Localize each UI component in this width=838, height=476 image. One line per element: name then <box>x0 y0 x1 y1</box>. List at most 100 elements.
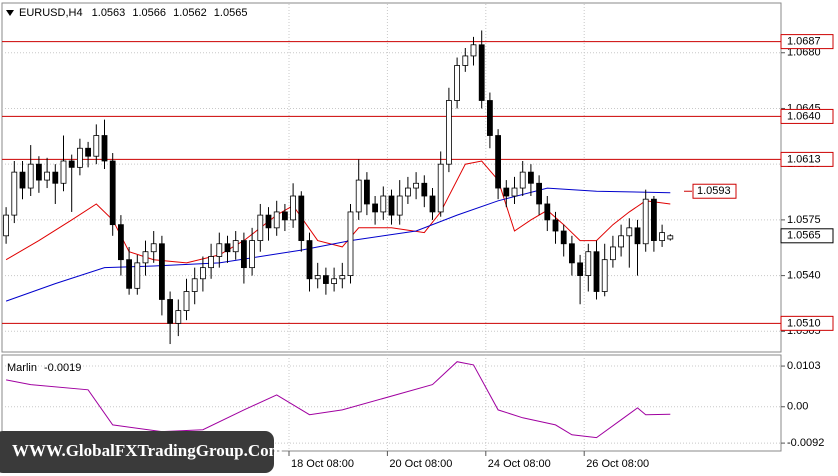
watermark-text: WWW.GlobalFXTradingGroup.Com <box>12 441 283 460</box>
candle-body <box>224 243 231 253</box>
candle-body <box>273 211 280 229</box>
candle-body <box>118 224 124 261</box>
candle-body <box>560 230 567 245</box>
candle-body <box>569 243 575 264</box>
header-low: 1.0562 <box>173 7 207 19</box>
candle-body <box>363 179 370 205</box>
candle-body <box>437 163 444 213</box>
collapse-icon <box>6 10 14 16</box>
x-tick-label: 20 Oct 08:00 <box>389 458 452 470</box>
candle-body <box>93 135 100 157</box>
y-tick-label: 0.0103 <box>787 360 821 372</box>
candle-body <box>257 214 264 241</box>
candle-body <box>314 275 321 280</box>
candle-body <box>610 246 616 261</box>
candle-body <box>19 171 26 189</box>
candle-body <box>175 310 182 324</box>
header-open: 1.0563 <box>92 7 126 19</box>
marker-box <box>692 183 737 199</box>
indicator-line <box>6 361 671 439</box>
candle-body <box>528 171 534 184</box>
candle-body <box>470 44 477 57</box>
y-tick-label: 1.0540 <box>787 270 821 282</box>
candle-body <box>388 195 395 216</box>
candle-body <box>142 251 149 264</box>
candle-body <box>322 275 329 284</box>
candle-body <box>199 267 206 280</box>
candle-body <box>339 275 346 280</box>
candle-body <box>626 227 633 237</box>
candle-body <box>265 214 272 229</box>
level-label: 1.0687 <box>787 36 821 48</box>
indicator-header: Marlin -0.0019 <box>7 362 81 374</box>
x-tick-label: 26 Oct 08:00 <box>586 458 649 470</box>
candle-body <box>158 243 165 300</box>
candle-body <box>36 163 42 181</box>
candle-body <box>101 135 108 162</box>
indicator-value: -0.0019 <box>44 362 81 374</box>
candle-body <box>150 243 157 253</box>
candle-body <box>421 182 428 197</box>
candle-body <box>208 256 215 269</box>
level-label-box <box>780 315 834 331</box>
candle-body <box>634 227 641 245</box>
candle-body <box>380 195 387 213</box>
candle-body <box>298 195 305 241</box>
candle-body <box>429 195 436 213</box>
candle-body <box>396 195 403 216</box>
level-label-box <box>780 151 834 167</box>
x-tick-label: 24 Oct 08:00 <box>488 458 551 470</box>
candle-body <box>651 198 657 241</box>
level-label: 1.0510 <box>787 317 821 329</box>
indicator-name: Marlin <box>7 362 37 374</box>
candle-body <box>216 243 223 257</box>
candle-body <box>495 135 502 189</box>
candle-body <box>27 163 34 189</box>
candle-body <box>593 251 600 292</box>
candle-body <box>281 211 288 221</box>
level-label-box <box>780 34 834 50</box>
candle-body <box>109 160 116 226</box>
y-tick-label: 1.0680 <box>787 47 821 59</box>
symbol-header: EURUSD,H4 1.0563 1.0566 1.0562 1.0565 <box>19 7 247 19</box>
candle-body <box>659 232 665 241</box>
main-panel <box>1 2 782 353</box>
candle-body <box>68 160 75 168</box>
candle-body <box>306 240 313 280</box>
candle-body <box>536 182 542 205</box>
candle-body <box>52 171 59 184</box>
y-tick-label: 1.0575 <box>787 214 821 226</box>
candle-body <box>331 278 338 284</box>
candle-body <box>454 65 461 101</box>
last-price-label: 1.0565 <box>787 230 821 242</box>
candle-body <box>3 214 9 237</box>
candle-body <box>618 235 624 248</box>
y-tick-label: -0.0092 <box>787 437 824 449</box>
level-label: 1.0640 <box>787 110 821 122</box>
candle-body <box>240 240 247 269</box>
symbol: EURUSD,H4 <box>19 7 83 19</box>
candle-body <box>552 219 559 232</box>
level-label-box <box>780 108 834 124</box>
candle-body <box>77 147 83 168</box>
candle-body <box>503 187 510 197</box>
candle-body <box>519 171 526 189</box>
plot-layer: 1.0593 <box>2 4 781 451</box>
last-price-box <box>780 228 834 244</box>
candle-body <box>44 171 50 181</box>
candle-body <box>126 259 132 289</box>
candle-body <box>11 171 18 216</box>
candle-body <box>60 160 67 184</box>
candle-body <box>232 240 239 253</box>
candle-body <box>134 262 141 289</box>
candle-body <box>585 251 592 276</box>
candle-body <box>462 55 469 66</box>
level-label: 1.0613 <box>787 153 821 165</box>
candle-body <box>486 100 493 136</box>
header-high: 1.0566 <box>132 7 166 19</box>
candle-body <box>290 195 297 221</box>
candle-body <box>372 203 379 213</box>
